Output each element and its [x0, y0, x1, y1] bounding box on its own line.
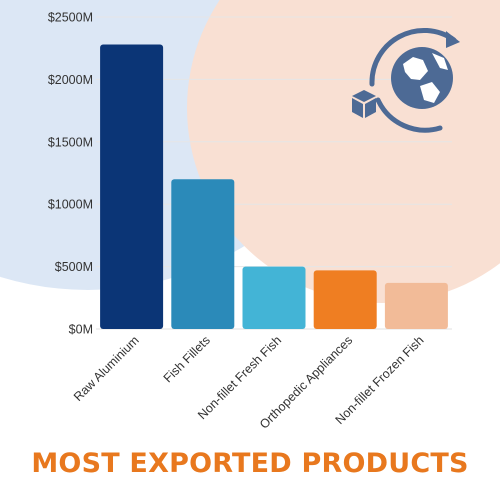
arrow-head-icon [446, 31, 460, 48]
globe-icon [391, 47, 453, 109]
y-tick-label: $2500M [48, 11, 93, 25]
x-tick-label: Raw Aluminium [71, 333, 142, 404]
continent-shape [420, 82, 440, 103]
y-tick-label: $500M [55, 260, 93, 274]
y-axis-tick-labels: $0M $500M $1000M $1500M $2000M $2500M [48, 11, 93, 337]
x-tick-label: Fish Fillets [161, 333, 213, 385]
bar [100, 44, 164, 330]
globe-rotate-package-icon [352, 28, 460, 133]
rotation-arrow-icon [369, 28, 457, 87]
y-tick-label: $1000M [48, 198, 93, 212]
continent-shape [403, 57, 428, 80]
bar [384, 282, 448, 329]
package-icon [352, 90, 376, 118]
bar [242, 266, 306, 329]
y-tick-label: $1500M [48, 135, 93, 149]
continent-shape [432, 53, 448, 70]
bar [171, 179, 235, 329]
y-tick-label: $2000M [48, 73, 93, 87]
rotation-arrow-lower-icon [375, 97, 443, 133]
chart-title: MOST EXPORTED PRODUCTS [31, 448, 469, 479]
bars [100, 44, 448, 330]
y-tick-label: $0M [69, 323, 93, 337]
bar [313, 270, 377, 329]
